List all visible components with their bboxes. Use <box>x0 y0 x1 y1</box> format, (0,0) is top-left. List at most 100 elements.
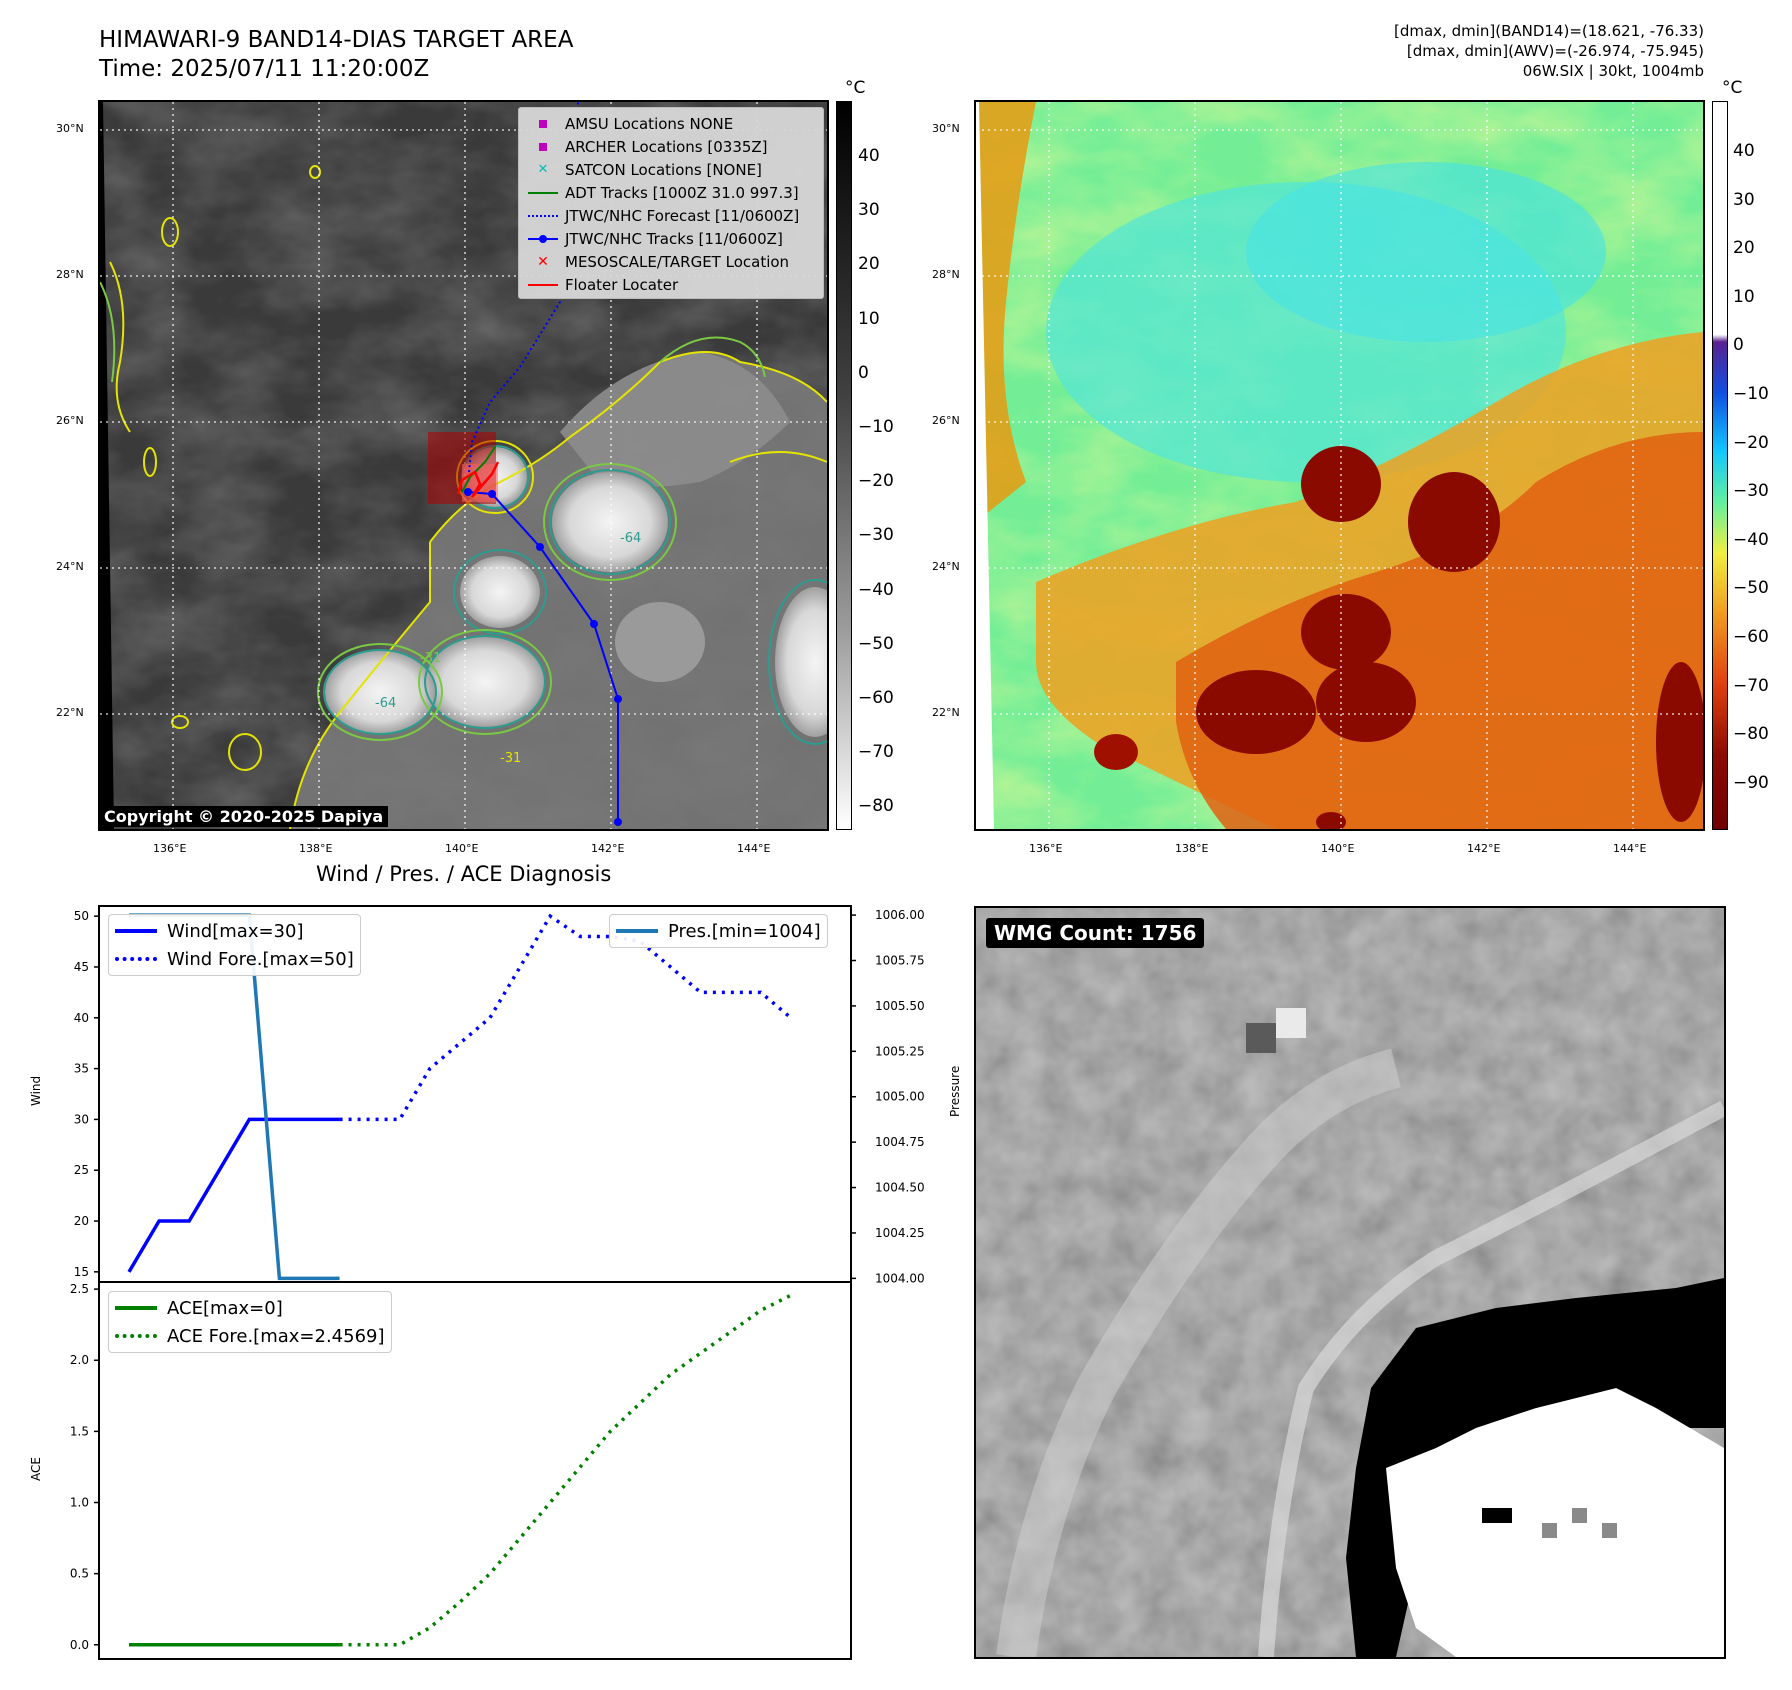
legend-item-satcon: ✕ SATCON Locations [NONE] <box>521 158 821 181</box>
lat-label: 30°N <box>56 122 84 135</box>
colorbar-tick: −20 <box>1733 432 1769 453</box>
lat-label: 24°N <box>56 560 84 573</box>
lat-label: 26°N <box>56 414 84 427</box>
legend-item-jtwc-forecast: JTWC/NHC Forecast [11/0600Z] <box>521 204 821 227</box>
axis-tick-label: 50 <box>74 909 89 923</box>
lat-label: 22°N <box>56 706 84 719</box>
lat-label: 26°N <box>932 414 960 427</box>
contour-label: -31 <box>420 651 441 666</box>
colorbar-tick: 10 <box>858 308 880 329</box>
colorbar-tick: 0 <box>858 362 869 383</box>
lat-label: 22°N <box>932 706 960 719</box>
axis-tick-label: 2.0 <box>70 1353 89 1367</box>
wind-ylabel-wrap: Wind <box>22 1076 50 1106</box>
awv-colorbar <box>1712 101 1728 830</box>
colorbar-tick: −50 <box>858 633 894 654</box>
pres-ylabel-wrap: Pressure <box>930 1066 980 1117</box>
wind-legend: Wind[max=30] Wind Fore.[max=50] <box>108 914 361 976</box>
axis-tick-label: 1005.00 <box>875 1090 925 1104</box>
lat-label: 28°N <box>56 268 84 281</box>
legend-item-ace: ACE[max=0] <box>115 1294 385 1322</box>
axis-tick-label: 35 <box>74 1062 89 1076</box>
colorbar-tick: 30 <box>858 200 880 221</box>
axis-tick-label: 30 <box>74 1112 89 1126</box>
axis-tick-label: 25 <box>74 1163 89 1177</box>
ace-ylabel: ACE <box>29 1457 43 1481</box>
square-marker-icon <box>539 119 547 128</box>
map-time: Time: 2025/07/11 11:20:00Z <box>99 56 430 82</box>
colorbar-tick: −40 <box>1733 529 1769 550</box>
square-marker-icon <box>539 142 547 151</box>
axis-tick-label: 1.0 <box>70 1496 89 1510</box>
colorbar-tick: −50 <box>1733 578 1769 599</box>
legend-item-wind-fore: Wind Fore.[max=50] <box>115 945 354 973</box>
line-dot-icon <box>528 234 558 243</box>
axis-tick-label: 1006.00 <box>875 908 925 922</box>
colorbar-tick: −80 <box>1733 724 1769 745</box>
colorbar-tick: −40 <box>858 579 894 600</box>
axis-tick-label: 2.5 <box>70 1282 89 1296</box>
legend-label: ACE[max=0] <box>167 1297 283 1319</box>
axis-tick-label: 1005.25 <box>875 1044 925 1058</box>
axis-tick-label: 1004.25 <box>875 1226 925 1240</box>
axis-tick-label: 1004.00 <box>875 1271 925 1285</box>
colorbar-tick: 40 <box>858 146 880 166</box>
solid-line-icon <box>528 191 558 194</box>
ace-ylabel-wrap: ACE <box>22 1457 50 1482</box>
axis-tick-label: 1004.50 <box>875 1181 925 1195</box>
colorbar-tick: −70 <box>858 742 894 763</box>
contour-label: -64 <box>620 531 641 546</box>
dotted-line-icon <box>528 214 558 217</box>
wmg-count-badge: WMG Count: 1756 <box>986 918 1205 948</box>
ace-legend: ACE[max=0] ACE Fore.[max=2.4569] <box>108 1291 392 1353</box>
axis-tick-label: 0.5 <box>70 1567 89 1581</box>
wmg-image <box>976 908 1724 1657</box>
legend-item-amsu: AMSU Locations NONE <box>521 112 821 135</box>
colorbar-tick: 40 <box>1733 141 1755 161</box>
axis-tick-label: 1.5 <box>70 1424 89 1438</box>
colorbar-tick: 20 <box>1733 238 1755 259</box>
legend-label: ARCHER Locations [0335Z] <box>565 137 768 156</box>
wind-series <box>127 1117 340 1273</box>
legend-label: ACE Fore.[max=2.4569] <box>167 1325 385 1347</box>
colorbar-tick: 10 <box>1733 286 1755 307</box>
awv-map-image <box>976 102 1703 829</box>
colorbar-tick: −60 <box>1733 627 1769 647</box>
lon-label: 144°E <box>1613 842 1647 855</box>
wmg-panel <box>974 906 1726 1659</box>
diag-title: Wind / Pres. / ACE Diagnosis <box>316 862 612 886</box>
colorbar-tick: −70 <box>1733 675 1769 696</box>
legend-label: Wind Fore.[max=50] <box>167 948 354 970</box>
colorbar-tick: −20 <box>858 471 894 492</box>
colorbar-tick: −10 <box>1733 384 1769 404</box>
ace-plot-frame <box>98 1281 852 1660</box>
dmax-band14: [dmax, dmin](BAND14)=(18.621, -76.33) <box>1393 22 1704 40</box>
legend-label: Wind[max=30] <box>167 920 304 942</box>
storm-info: 06W.SIX | 30kt, 1004mb <box>1522 62 1704 80</box>
contour-label: -31 <box>500 751 521 766</box>
colorbar-tick: 20 <box>858 254 880 275</box>
adt-track <box>461 446 496 493</box>
jtwc-track <box>467 491 619 822</box>
ir-colorbar <box>836 101 852 830</box>
axis-tick-label: 1005.75 <box>875 953 925 967</box>
colorbar-tick: −90 <box>1733 772 1769 793</box>
lat-label: 30°N <box>932 122 960 135</box>
lon-label: 140°E <box>445 842 479 855</box>
legend-label: Pres.[min=1004] <box>668 920 821 942</box>
colorbar-tick: −30 <box>858 525 894 546</box>
lon-label: 138°E <box>299 842 333 855</box>
map-title: HIMAWARI-9 BAND14-DIAS TARGET AREA <box>99 27 574 53</box>
legend-label: JTWC/NHC Tracks [11/0600Z] <box>565 229 783 248</box>
legend-label: JTWC/NHC Forecast [11/0600Z] <box>565 206 800 225</box>
legend-item-adt: ADT Tracks [1000Z 31.0 997.3] <box>521 181 821 204</box>
legend-label: AMSU Locations NONE <box>565 114 734 133</box>
lat-label: 24°N <box>932 560 960 573</box>
ace-forecast-series <box>339 1293 792 1647</box>
map-legend: AMSU Locations NONE ARCHER Locations [03… <box>518 107 824 299</box>
x-marker-icon: ✕ <box>537 253 549 270</box>
axis-tick-label: 20 <box>74 1214 89 1228</box>
ir-colorbar-unit: °C <box>845 78 866 98</box>
colorbar-tick: −60 <box>858 688 894 708</box>
awv-colorbar-unit: °C <box>1722 78 1743 98</box>
